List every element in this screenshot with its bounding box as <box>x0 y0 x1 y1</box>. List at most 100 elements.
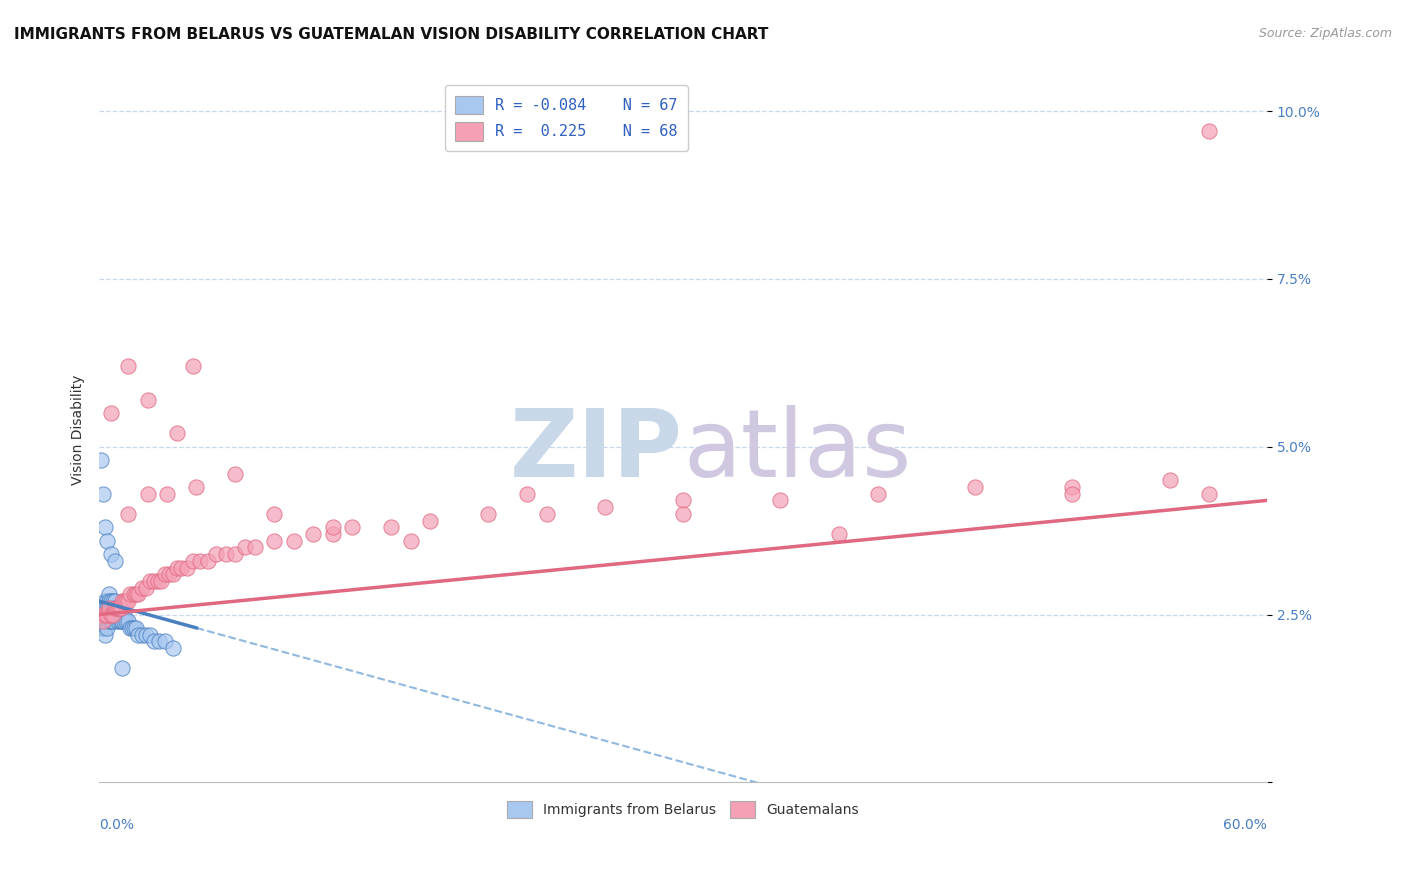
Text: IMMIGRANTS FROM BELARUS VS GUATEMALAN VISION DISABILITY CORRELATION CHART: IMMIGRANTS FROM BELARUS VS GUATEMALAN VI… <box>14 27 769 42</box>
Point <box>224 547 246 561</box>
Point <box>399 533 422 548</box>
Point <box>105 600 128 615</box>
Point <box>97 600 120 615</box>
Point <box>100 547 122 561</box>
Point <box>965 480 987 494</box>
Point <box>101 600 124 615</box>
Point <box>121 621 143 635</box>
Point <box>105 614 128 628</box>
Point <box>170 560 193 574</box>
Point <box>1198 124 1220 138</box>
Point <box>105 607 128 622</box>
Point <box>111 594 134 608</box>
Legend: Immigrants from Belarus, Guatemalans: Immigrants from Belarus, Guatemalans <box>501 794 866 825</box>
Point <box>107 600 129 615</box>
Point <box>104 554 127 568</box>
Point <box>100 607 122 622</box>
Point <box>100 600 122 615</box>
Point <box>94 627 117 641</box>
Point <box>96 594 118 608</box>
Point <box>536 507 558 521</box>
Point <box>162 641 184 656</box>
Point <box>214 547 236 561</box>
Point <box>111 607 134 622</box>
Point <box>263 507 285 521</box>
Point <box>96 621 118 635</box>
Point <box>139 574 162 588</box>
Point <box>114 614 136 628</box>
Point <box>139 627 162 641</box>
Point <box>197 554 219 568</box>
Point <box>94 594 117 608</box>
Point <box>135 627 157 641</box>
Point <box>96 607 118 622</box>
Point <box>101 607 124 622</box>
Point <box>233 541 256 555</box>
Point <box>302 527 325 541</box>
Point <box>96 533 118 548</box>
Point <box>148 634 170 648</box>
Point <box>142 634 165 648</box>
Point <box>166 560 188 574</box>
Point <box>1198 486 1220 500</box>
Point <box>96 614 118 628</box>
Point <box>1159 473 1181 487</box>
Point <box>114 607 136 622</box>
Point <box>110 614 132 628</box>
Point <box>150 574 173 588</box>
Point <box>120 621 142 635</box>
Point <box>283 533 305 548</box>
Point <box>91 614 114 628</box>
Point <box>104 600 127 615</box>
Point <box>156 486 179 500</box>
Text: Source: ZipAtlas.com: Source: ZipAtlas.com <box>1258 27 1392 40</box>
Point <box>104 607 127 622</box>
Point <box>263 533 285 548</box>
Point <box>181 359 204 373</box>
Point <box>115 594 138 608</box>
Point <box>90 614 112 628</box>
Point <box>91 614 114 628</box>
Point <box>477 507 499 521</box>
Point <box>1062 486 1084 500</box>
Point <box>125 587 148 601</box>
Point <box>101 614 124 628</box>
Point <box>90 453 112 467</box>
Point <box>91 600 114 615</box>
Point <box>117 507 139 521</box>
Point <box>122 587 145 601</box>
Point <box>1062 480 1084 494</box>
Text: 60.0%: 60.0% <box>1223 818 1267 832</box>
Point <box>146 574 169 588</box>
Point <box>155 634 177 648</box>
Point <box>104 600 127 615</box>
Point <box>114 594 136 608</box>
Point <box>97 607 120 622</box>
Point <box>516 486 538 500</box>
Point <box>101 607 124 622</box>
Point <box>100 406 122 420</box>
Point <box>105 600 128 615</box>
Point <box>91 621 114 635</box>
Point <box>322 520 344 534</box>
Point <box>97 587 120 601</box>
Point <box>866 486 889 500</box>
Point <box>94 607 117 622</box>
Point <box>94 614 117 628</box>
Point <box>340 520 363 534</box>
Point <box>142 574 165 588</box>
Point <box>91 486 114 500</box>
Point <box>419 514 441 528</box>
Point <box>176 560 198 574</box>
Y-axis label: Vision Disability: Vision Disability <box>72 375 86 485</box>
Point <box>94 607 117 622</box>
Point <box>593 500 616 514</box>
Point <box>127 627 149 641</box>
Point <box>107 607 129 622</box>
Point <box>188 554 211 568</box>
Text: 0.0%: 0.0% <box>100 818 134 832</box>
Point <box>117 614 139 628</box>
Point <box>111 661 134 675</box>
Point <box>243 541 266 555</box>
Point <box>125 621 148 635</box>
